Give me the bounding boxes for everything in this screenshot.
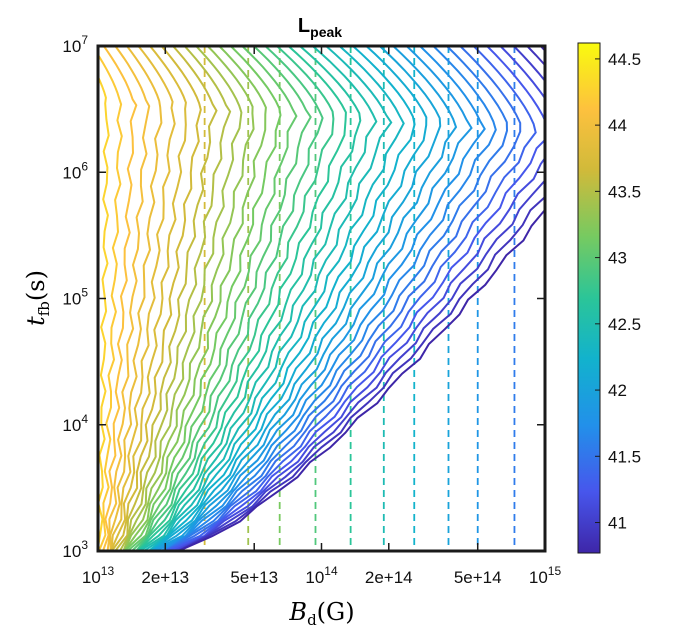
solid-contour-28 [151, 46, 428, 551]
y-tick-label-3: 106 [62, 159, 88, 182]
solid-contour-5 [98, 52, 123, 551]
solid-contour-16 [123, 46, 267, 551]
solid-contour-41 [177, 46, 545, 551]
x-tick-labels: 1013 2e+13 5e+13 1014 2e+14 5e+14 1015 [82, 564, 562, 587]
colorbar [577, 42, 601, 554]
x-tick-label-2: 5e+13 [230, 568, 278, 587]
x-axis-label: Bd(G) [288, 598, 354, 629]
x-tick-label-6: 1015 [529, 564, 562, 587]
solid-contour-11 [110, 46, 202, 551]
solid-contour-8 [109, 46, 163, 551]
solid-contour-7 [106, 46, 151, 551]
y-tick-label-1: 104 [62, 412, 88, 435]
solid-contour-34 [164, 46, 509, 551]
colorbar-tick-label-1: 41.5 [608, 447, 641, 466]
colorbar-tick-label-5: 43.5 [608, 182, 641, 201]
y-tick-label-2: 105 [62, 286, 88, 309]
solid-contour-14 [122, 46, 243, 551]
y-tick-label-4: 107 [62, 33, 88, 56]
solid-contour-9 [110, 46, 176, 551]
solid-contour-0 [35, 46, 53, 97]
solid-contour-39 [176, 46, 545, 551]
solid-contour-4 [98, 74, 110, 551]
solid-contour-12 [114, 46, 218, 551]
colorbar-tick-label-7: 44.5 [608, 50, 641, 69]
colorbar-tick-label-4: 43 [608, 249, 627, 268]
colorbar-tick-label-3: 42.5 [608, 315, 641, 334]
solid-contour-33 [163, 46, 497, 551]
solid-contour-31 [155, 46, 473, 551]
solid-contour-32 [160, 46, 486, 551]
solid-contour-group [35, 46, 545, 551]
chart-title: Lpeak [298, 15, 342, 40]
solid-contour-29 [150, 46, 442, 551]
solid-contour-15 [123, 46, 255, 551]
solid-contour-37 [168, 46, 545, 551]
solid-contour-17 [124, 46, 282, 551]
solid-contour-23 [137, 46, 362, 551]
solid-contour-6 [102, 46, 138, 551]
colorbar-tick-label-0: 41 [608, 514, 627, 533]
solid-contour-10 [109, 46, 187, 551]
solid-contour-30 [152, 46, 458, 551]
solid-contour-26 [148, 46, 405, 551]
solid-contour-24 [139, 46, 378, 551]
x-tick-label-0: 1013 [82, 564, 115, 587]
solid-contour-35 [164, 46, 522, 551]
solid-contour-19 [131, 46, 312, 551]
solid-contour-25 [143, 46, 393, 551]
colorbar-ticks: 41 41.5 42 42.5 43 43.5 44 44.5 [595, 50, 641, 533]
colorbar-tick-label-2: 42 [608, 381, 627, 400]
y-axis-label: tfb(s) [22, 270, 53, 326]
solid-contour-38 [172, 46, 545, 551]
x-tick-label-1: 2e+13 [141, 568, 189, 587]
x-tick-label-4: 2e+14 [365, 568, 413, 587]
solid-contour-22 [137, 46, 347, 551]
solid-contour-13 [119, 46, 232, 551]
solid-contour-36 [165, 46, 537, 551]
solid-contour-18 [126, 46, 298, 551]
colorbar-tick-label-6: 44 [608, 116, 627, 135]
plot-frame [96, 44, 547, 553]
y-tick-label-0: 103 [62, 538, 88, 561]
x-tick-label-3: 1014 [305, 564, 338, 587]
y-tick-labels: 103 104 105 106 107 [62, 33, 88, 561]
x-tick-label-5: 5e+14 [454, 568, 502, 587]
solid-contour-40 [178, 46, 545, 551]
solid-contour-27 [150, 46, 416, 551]
solid-contour-20 [135, 46, 324, 551]
solid-contour-21 [137, 46, 335, 551]
